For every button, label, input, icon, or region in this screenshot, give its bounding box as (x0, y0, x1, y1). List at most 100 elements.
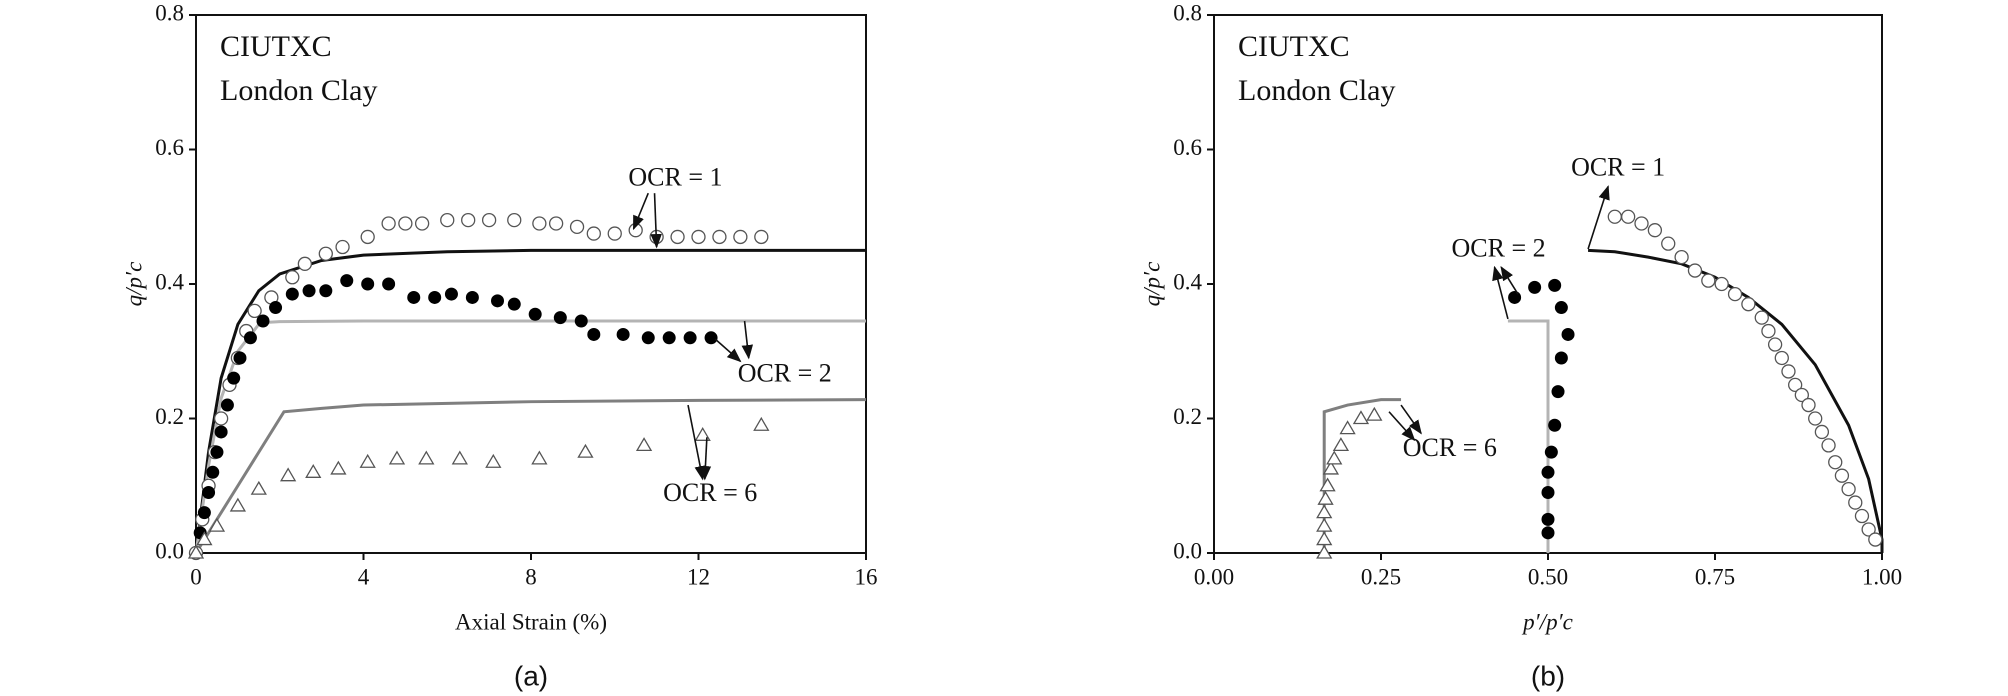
data-point (465, 290, 479, 304)
data-point (1767, 337, 1783, 352)
data-point (532, 216, 547, 231)
annotation: OCR = 2 (738, 358, 832, 387)
data-point (407, 290, 421, 304)
annotation: OCR = 6 (1403, 433, 1497, 462)
data-point (1828, 455, 1843, 470)
data-point (1801, 397, 1816, 413)
data-point (574, 314, 588, 328)
data-point (641, 331, 655, 345)
data-point (247, 303, 262, 319)
data-point (381, 216, 396, 231)
data-point (1607, 209, 1622, 224)
data-point (197, 506, 211, 520)
panel-title: London Clay (220, 74, 378, 107)
data-point (187, 544, 205, 559)
data-point (616, 327, 630, 341)
annotation-arrow (632, 192, 649, 231)
data-point (305, 464, 322, 478)
data-point (1727, 286, 1743, 302)
data-point (1316, 544, 1333, 559)
y-tick-label: 0.4 (1173, 269, 1202, 294)
data-point (319, 284, 333, 298)
data-point (382, 277, 396, 291)
data-point (1687, 263, 1703, 278)
data-point (1508, 290, 1522, 304)
x-tick-label: 0.25 (1361, 564, 1401, 589)
data-point (1339, 420, 1356, 435)
data-point (607, 226, 622, 241)
data-point (359, 453, 376, 468)
data-point (361, 277, 375, 291)
annotation-arrow (1400, 404, 1422, 435)
data-point (229, 497, 247, 512)
data-point (428, 290, 442, 304)
y-tick-label: 0.8 (1173, 0, 1202, 25)
annotation-arrow (1500, 265, 1519, 295)
data-point (1647, 223, 1663, 238)
data-point (202, 485, 216, 499)
data-point (1774, 350, 1789, 366)
data-point (485, 453, 502, 468)
data-point (285, 270, 300, 285)
data-point (1761, 323, 1776, 339)
data-point (214, 425, 228, 439)
data-point (1332, 437, 1350, 452)
annotation-arrow (1587, 185, 1610, 250)
data-point (507, 212, 522, 228)
y-tick-label: 0.0 (1173, 538, 1202, 563)
data-point (285, 287, 299, 301)
data-point (1841, 481, 1856, 497)
data-point (335, 239, 350, 255)
x-tick-label: 0.50 (1528, 564, 1568, 589)
data-point (318, 246, 333, 261)
data-point (683, 331, 697, 345)
data-point (548, 216, 564, 231)
x-tick-label: 1.00 (1862, 564, 1902, 589)
data-point (1561, 327, 1575, 341)
y-axis-label: q/p′c (121, 262, 146, 307)
data-point (1541, 485, 1555, 499)
data-point (1741, 297, 1756, 312)
data-point (440, 212, 455, 228)
data-point (227, 371, 241, 385)
data-point (1634, 216, 1649, 231)
data-point (1326, 450, 1343, 465)
data-point (196, 531, 213, 546)
data-point (753, 416, 770, 431)
data-point (444, 287, 458, 301)
data-point (531, 450, 548, 465)
data-point (1854, 508, 1870, 524)
y-tick-label: 0.0 (155, 538, 184, 563)
data-point (220, 398, 234, 412)
data-point (1621, 209, 1636, 224)
data-point (1834, 468, 1850, 483)
data-point (754, 229, 769, 245)
data-point (733, 229, 748, 245)
data-point (388, 450, 406, 465)
data-point (670, 229, 685, 245)
data-point (1548, 418, 1562, 432)
data-point (1714, 276, 1729, 292)
data-point (330, 460, 347, 475)
data-point (712, 229, 727, 245)
data-point (1814, 424, 1830, 440)
data-point (1544, 445, 1558, 459)
data-point (569, 219, 585, 234)
data-point (269, 301, 283, 315)
data-point (1352, 410, 1370, 425)
annotation: OCR = 2 (1452, 233, 1546, 262)
data-point (1794, 387, 1809, 403)
data-point (577, 443, 594, 458)
model-line (194, 319, 866, 554)
y-tick-label: 0.4 (155, 269, 184, 294)
data-point (398, 216, 413, 231)
data-point (340, 274, 354, 288)
data-point (662, 331, 676, 345)
data-point (418, 450, 435, 465)
data-point (210, 445, 224, 459)
annotation-arrow (650, 193, 662, 249)
annotation: OCR = 6 (663, 478, 757, 507)
data-point (1554, 301, 1568, 315)
data-point (1788, 377, 1803, 393)
data-point (1868, 532, 1883, 547)
